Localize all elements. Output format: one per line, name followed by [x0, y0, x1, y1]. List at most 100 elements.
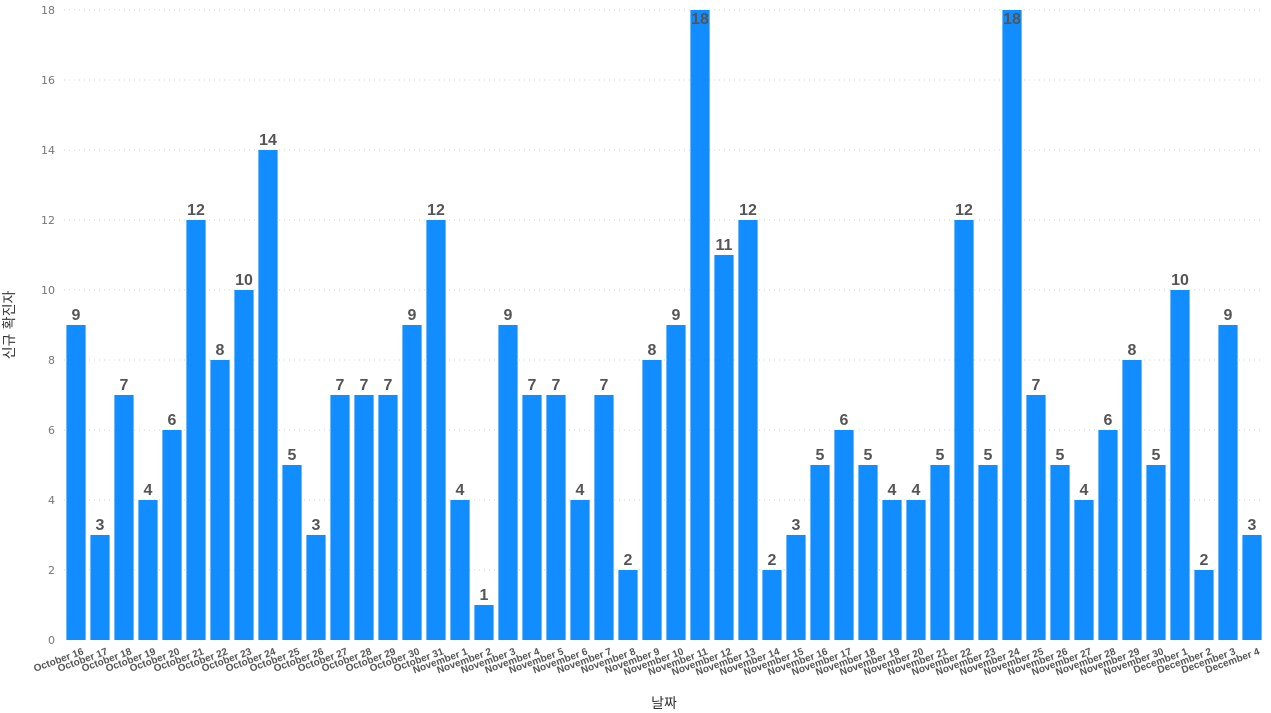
y-tick-label: 0 — [48, 634, 55, 647]
bar-value-label: 18 — [1003, 11, 1021, 28]
bar — [282, 465, 302, 640]
bar-value-label: 4 — [1080, 482, 1089, 499]
bar — [1074, 500, 1094, 640]
bar — [1098, 430, 1118, 640]
bar — [1170, 290, 1190, 640]
bar-value-label: 4 — [912, 482, 921, 499]
bar — [594, 395, 614, 640]
bar — [330, 395, 350, 640]
bars — [66, 10, 1262, 640]
bar-value-label: 9 — [504, 307, 513, 324]
bar — [210, 360, 230, 640]
bar-value-label: 7 — [600, 377, 609, 394]
bar-value-label: 7 — [1032, 377, 1041, 394]
bar-value-label: 9 — [672, 307, 681, 324]
bar-value-label: 5 — [1152, 447, 1161, 464]
bar — [66, 325, 86, 640]
y-tick-label: 6 — [48, 424, 55, 437]
bar-value-label: 7 — [120, 377, 129, 394]
bar-value-label: 5 — [288, 447, 297, 464]
bar — [522, 395, 542, 640]
bar-value-label: 8 — [648, 342, 657, 359]
bar — [378, 395, 398, 640]
bar-value-label: 9 — [72, 307, 81, 324]
bar — [930, 465, 950, 640]
y-tick-label: 16 — [41, 74, 55, 87]
bar — [978, 465, 998, 640]
bar — [666, 325, 686, 640]
bar — [1122, 360, 1142, 640]
bar — [954, 220, 974, 640]
bar — [858, 465, 878, 640]
bar — [642, 360, 662, 640]
bar-value-label: 2 — [768, 552, 777, 569]
bar — [90, 535, 110, 640]
bar-value-label: 14 — [259, 132, 277, 149]
bar-value-label: 7 — [336, 377, 345, 394]
y-tick-label: 10 — [41, 284, 55, 297]
bar — [402, 325, 422, 640]
bar-value-label: 5 — [936, 447, 945, 464]
bar-value-label: 5 — [1056, 447, 1065, 464]
bar-value-label: 3 — [1248, 517, 1257, 534]
bar-value-label: 5 — [864, 447, 873, 464]
bar-value-label: 7 — [552, 377, 561, 394]
bar-value-label: 10 — [235, 272, 253, 289]
bar — [762, 570, 782, 640]
y-axis-title: 신규 확진자 — [2, 290, 18, 359]
bar — [546, 395, 566, 640]
bar — [714, 255, 734, 640]
bar-value-label: 10 — [1171, 272, 1189, 289]
y-tick-label: 2 — [48, 564, 55, 577]
bar-value-label: 12 — [955, 202, 973, 219]
bar-value-label: 7 — [360, 377, 369, 394]
bar — [618, 570, 638, 640]
bar — [450, 500, 470, 640]
bar-value-label: 12 — [739, 202, 757, 219]
bar — [162, 430, 182, 640]
y-tick-label: 14 — [41, 144, 55, 157]
bar-value-label: 8 — [216, 342, 225, 359]
bar — [426, 220, 446, 640]
bar — [1026, 395, 1046, 640]
bar-value-label: 3 — [312, 517, 321, 534]
bar-value-label: 1 — [480, 587, 489, 604]
bar-value-label: 9 — [1224, 307, 1233, 324]
bar — [882, 500, 902, 640]
bar-value-label: 4 — [456, 482, 465, 499]
bar — [690, 10, 710, 640]
bar-value-label: 4 — [888, 482, 897, 499]
bar — [834, 430, 854, 640]
bar — [570, 500, 590, 640]
bar — [1242, 535, 1262, 640]
bar — [354, 395, 374, 640]
bar-value-label: 2 — [1200, 552, 1209, 569]
bar-value-label: 7 — [384, 377, 393, 394]
y-tick-label: 12 — [41, 214, 55, 227]
bar-value-label: 7 — [528, 377, 537, 394]
bar — [1194, 570, 1214, 640]
bar — [474, 605, 494, 640]
x-axis-title: 날짜 — [651, 696, 677, 712]
bar — [234, 290, 254, 640]
bar — [786, 535, 806, 640]
y-tick-label: 18 — [41, 4, 55, 17]
bar-value-label: 18 — [691, 11, 709, 28]
bar — [810, 465, 830, 640]
bar — [138, 500, 158, 640]
bar — [738, 220, 758, 640]
bar-value-label: 4 — [144, 482, 153, 499]
bar-value-label: 12 — [427, 202, 445, 219]
bar — [306, 535, 326, 640]
bar-value-label: 6 — [1104, 412, 1113, 429]
bar — [498, 325, 518, 640]
bar — [1146, 465, 1166, 640]
bar-value-label: 9 — [408, 307, 417, 324]
bar-value-label: 6 — [840, 412, 849, 429]
bar-value-label: 2 — [624, 552, 633, 569]
bar-value-label: 6 — [168, 412, 177, 429]
bar — [1002, 10, 1022, 640]
bar-value-label: 3 — [96, 517, 105, 534]
